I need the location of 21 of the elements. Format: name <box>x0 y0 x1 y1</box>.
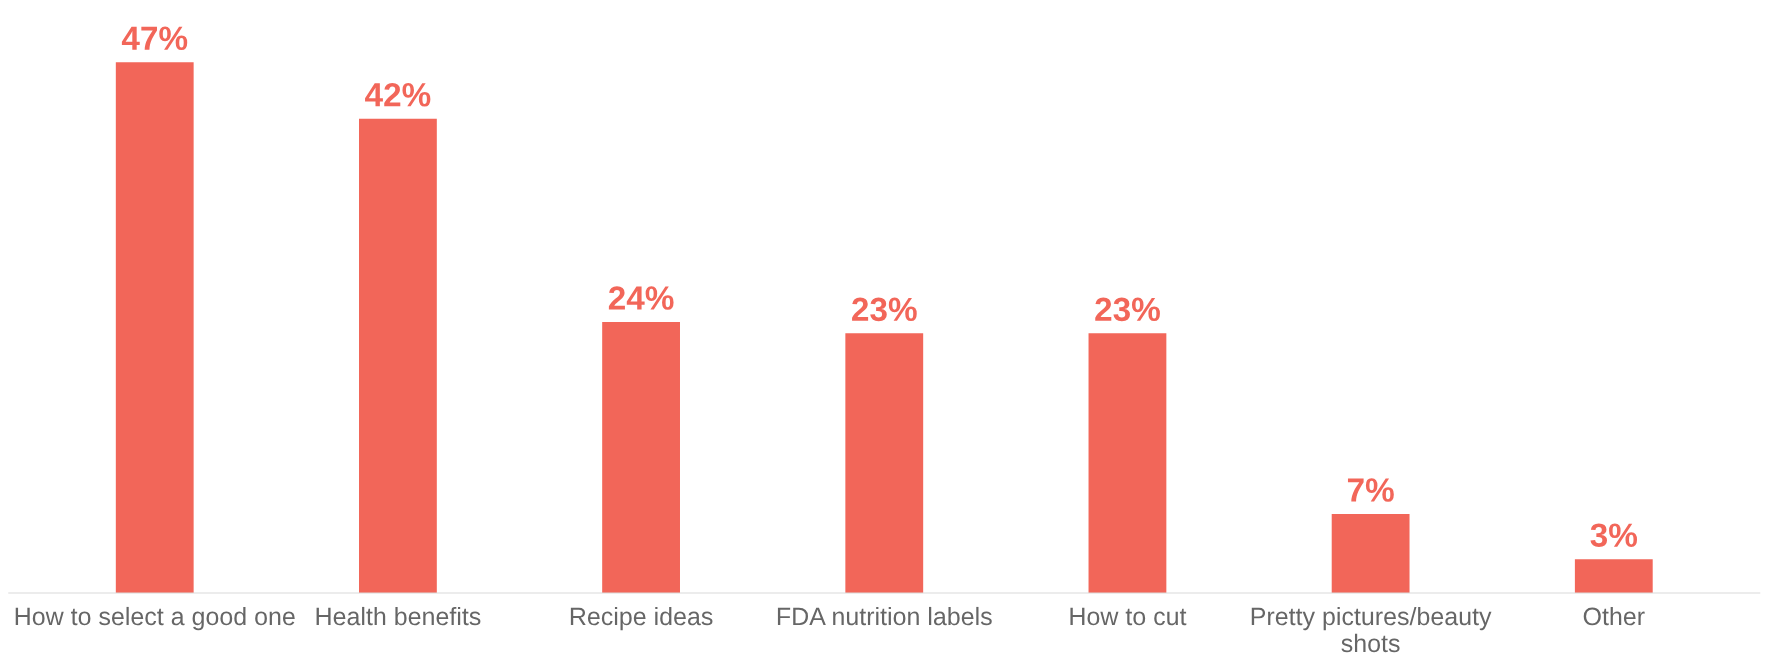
bar <box>359 118 437 594</box>
x-tick-label: Health benefits <box>316 606 481 626</box>
data-label: 3% <box>1590 523 1638 548</box>
data-label: 24% <box>608 286 674 310</box>
bar <box>1088 333 1167 594</box>
data-label: 42% <box>365 82 431 107</box>
bar <box>602 322 680 594</box>
x-tick-label: Recipe ideas <box>570 606 713 631</box>
bar <box>845 333 924 594</box>
x-tick-label: Other <box>1583 606 1645 626</box>
x-tick-label: How to select a good one <box>15 606 295 631</box>
data-label: 47% <box>121 26 188 51</box>
data-label: 23% <box>1095 297 1160 322</box>
data-label: 7% <box>1347 478 1394 502</box>
x-tick-label: Pretty pictures/beauty shots <box>1251 606 1492 653</box>
bar <box>1331 513 1410 594</box>
bar <box>1574 559 1653 594</box>
x-tick-label: FDA nutrition labels <box>777 606 992 626</box>
bar <box>115 62 194 594</box>
x-tick-label: How to cut <box>1070 607 1187 626</box>
data-label: 23% <box>852 297 917 322</box>
